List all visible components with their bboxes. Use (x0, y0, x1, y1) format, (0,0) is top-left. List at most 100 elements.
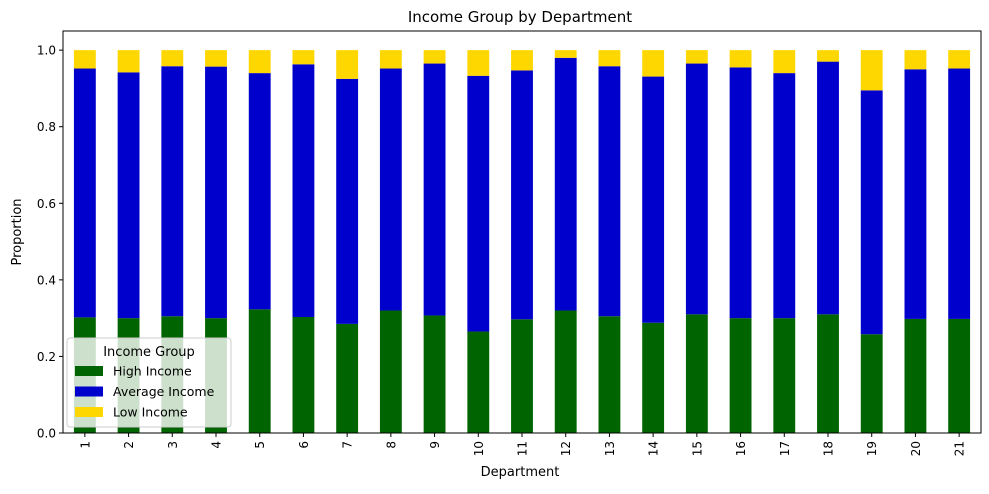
x-tick-label: 10 (472, 441, 486, 456)
x-tick-label: 4 (210, 441, 224, 449)
legend-swatch (75, 386, 103, 397)
bar-dept-17-average-income (773, 73, 796, 319)
bar-dept-20-average-income (904, 69, 927, 319)
x-axis: 1 2 3 4 5 6 7 8 9 10 11 12 13 14 15 16 17 18 19 20 21 (78, 433, 967, 456)
y-tick-label: 0.4 (37, 273, 56, 287)
bar-dept-8-high-income (379, 310, 402, 433)
bar-dept-6-average-income (292, 64, 315, 317)
bar-dept-18-high-income (817, 314, 839, 433)
bar-dept-14-average-income (642, 76, 665, 323)
y-tick-label: 0.2 (37, 350, 56, 364)
bar-dept-12-average-income (554, 57, 577, 311)
bar-dept-19-high-income (860, 334, 883, 433)
x-tick-label: 16 (734, 441, 748, 456)
bar-dept-19-average-income (860, 90, 883, 335)
bar-dept-1-average-income (73, 68, 96, 318)
bar-dept-15-high-income (685, 314, 708, 433)
legend-label: Low Income (113, 405, 188, 420)
bar-dept-7-low-income (336, 50, 359, 79)
x-tick-label: 13 (603, 441, 617, 456)
bar-dept-7-high-income (336, 323, 359, 433)
bar-dept-11-high-income (511, 319, 533, 433)
x-tick-label: 8 (384, 441, 398, 449)
bar-dept-19-low-income (860, 50, 883, 91)
x-tick-label: 14 (647, 441, 661, 456)
bar-dept-10-average-income (467, 75, 490, 332)
bar-dept-17-low-income (773, 50, 796, 74)
y-axis: 0.0 0.2 0.4 0.6 0.8 1.0 (37, 44, 63, 441)
bar-dept-21-high-income (948, 318, 971, 433)
bar-dept-8-low-income (379, 50, 402, 69)
legend-label: Average Income (113, 384, 215, 399)
bar-dept-18-average-income (817, 61, 839, 315)
legend-swatch (75, 366, 103, 376)
x-tick-label: 9 (428, 441, 442, 449)
bar-dept-4-low-income (205, 50, 227, 67)
bar-dept-18-low-income (817, 50, 839, 62)
bar-dept-20-low-income (904, 50, 927, 70)
legend-box (66, 337, 232, 428)
bar-dept-5-average-income (248, 73, 271, 310)
x-tick-label: 20 (909, 441, 923, 456)
bar-dept-10-high-income (467, 331, 490, 433)
y-tick-label: 0.8 (37, 120, 56, 134)
legend-swatch (75, 407, 103, 417)
bar-dept-3-average-income (161, 66, 184, 317)
x-tick-label: 11 (516, 441, 530, 456)
bar-dept-5-high-income (248, 309, 271, 433)
bar-dept-10-low-income (467, 50, 490, 76)
x-tick-label: 2 (122, 441, 136, 449)
bar-dept-20-high-income (904, 318, 927, 433)
x-tick-label: 18 (822, 441, 836, 456)
x-tick-label: 7 (341, 441, 355, 449)
bar-dept-14-high-income (642, 322, 665, 433)
bar-dept-13-low-income (598, 50, 621, 67)
bar-dept-6-low-income (292, 50, 315, 65)
bar-dept-13-high-income (598, 316, 621, 433)
legend-label: High Income (113, 364, 192, 379)
bar-dept-7-average-income (336, 78, 359, 324)
legend-title: Income Group (103, 345, 195, 360)
bar-dept-12-high-income (554, 310, 577, 433)
bar-dept-16-average-income (729, 67, 752, 319)
x-tick-label: 3 (166, 441, 180, 449)
bar-dept-17-high-income (773, 318, 796, 433)
x-tick-label: 17 (778, 441, 792, 456)
y-axis-label: Proportion (10, 198, 25, 265)
bar-dept-2-low-income (117, 50, 140, 73)
x-tick-label: 5 (253, 441, 267, 449)
bar-dept-15-average-income (685, 63, 708, 315)
x-tick-label: 15 (690, 441, 704, 456)
bar-dept-12-low-income (554, 50, 577, 58)
bar-dept-9-low-income (423, 50, 446, 64)
legend: Income Group High Income Average Income Lo… (66, 337, 232, 428)
x-tick-label: 21 (953, 441, 967, 456)
x-axis-label: Department (481, 465, 560, 480)
bar-dept-5-low-income (248, 50, 271, 74)
bar-dept-6-high-income (292, 316, 315, 433)
bar-dept-21-average-income (948, 68, 971, 319)
bar-dept-14-low-income (642, 50, 665, 77)
x-tick-label: 19 (865, 441, 879, 456)
y-tick-label: 0.6 (37, 197, 56, 211)
bar-dept-21-low-income (948, 50, 971, 69)
bar-dept-13-average-income (598, 66, 621, 317)
bar-dept-11-low-income (511, 50, 533, 71)
bar-dept-9-average-income (423, 63, 446, 316)
bar-dept-4-average-income (205, 66, 227, 319)
legend-items: High Income Average Income Low Income (75, 364, 215, 420)
bar-dept-3-low-income (161, 50, 184, 67)
y-tick-label: 0.0 (37, 427, 56, 441)
x-tick-label: 1 (78, 441, 92, 449)
bar-dept-1-low-income (73, 50, 96, 69)
bar-dept-9-high-income (423, 315, 446, 433)
x-tick-label: 6 (297, 441, 311, 449)
bar-dept-16-high-income (729, 318, 752, 433)
bar-dept-2-average-income (117, 72, 140, 319)
bar-dept-11-average-income (511, 70, 533, 320)
y-tick-label: 1.0 (37, 44, 56, 58)
bar-dept-8-average-income (379, 68, 402, 311)
x-tick-label: 12 (559, 441, 573, 456)
